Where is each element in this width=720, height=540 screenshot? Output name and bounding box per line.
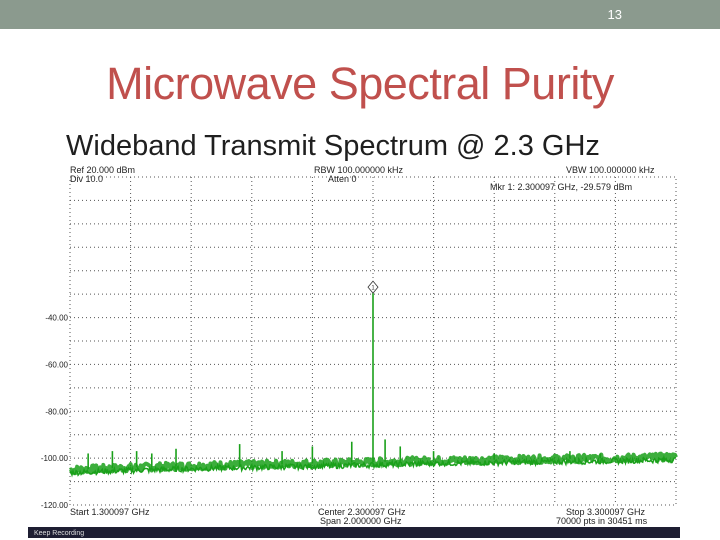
spectrum-analyzer-screenshot: Ref 20.000 dBm Div 10.0 RBW 100.000000 k… <box>28 163 680 538</box>
spectrum-chart: Ref 20.000 dBm Div 10.0 RBW 100.000000 k… <box>28 165 680 538</box>
div-label: Div 10.0 <box>70 174 103 184</box>
vbw-label: VBW 100.000000 kHz <box>566 165 655 175</box>
slide-subtitle: Wideband Transmit Spectrum @ 2.3 GHz <box>66 130 600 162</box>
slide-title: Microwave Spectral Purity <box>106 58 614 109</box>
ref-level-label: Ref 20.000 dBm <box>70 165 135 175</box>
y-tick-labels: -40.00 -60.00 -80.00 -100.00 -120.00 <box>41 314 69 510</box>
slide-top-bar: 13 <box>0 0 720 29</box>
marker-1: 1 <box>367 280 379 294</box>
noise-floor-detail <box>69 454 677 478</box>
recording-label: Keep Recording <box>34 530 84 537</box>
y-tick-label: -100.00 <box>41 454 69 463</box>
recording-bar-bg <box>28 527 680 538</box>
stop-frequency-label: Stop 3.300097 GHz <box>566 507 646 517</box>
y-tick-label: -40.00 <box>45 314 68 323</box>
recording-bar: Keep Recording <box>28 527 680 538</box>
center-frequency-label: Center 2.300097 GHz <box>318 507 406 517</box>
slide-number: 13 <box>607 7 622 22</box>
y-tick-label: -80.00 <box>45 407 68 416</box>
marker-diamond <box>367 280 379 294</box>
atten-label: Atten 0 <box>328 174 357 184</box>
spectrum-trace <box>69 293 678 478</box>
points-label: 70000 pts in 30451 ms <box>556 516 648 526</box>
span-label: Span 2.000000 GHz <box>320 516 402 526</box>
marker-number: 1 <box>371 286 375 292</box>
rbw-label: RBW 100.000000 kHz <box>314 165 404 175</box>
start-frequency-label: Start 1.300097 GHz <box>70 507 150 517</box>
marker-readout: Mkr 1: 2.300097 GHz, -29.579 dBm <box>490 182 632 192</box>
y-tick-label: -60.00 <box>45 360 68 369</box>
y-tick-label: -120.00 <box>41 501 69 510</box>
